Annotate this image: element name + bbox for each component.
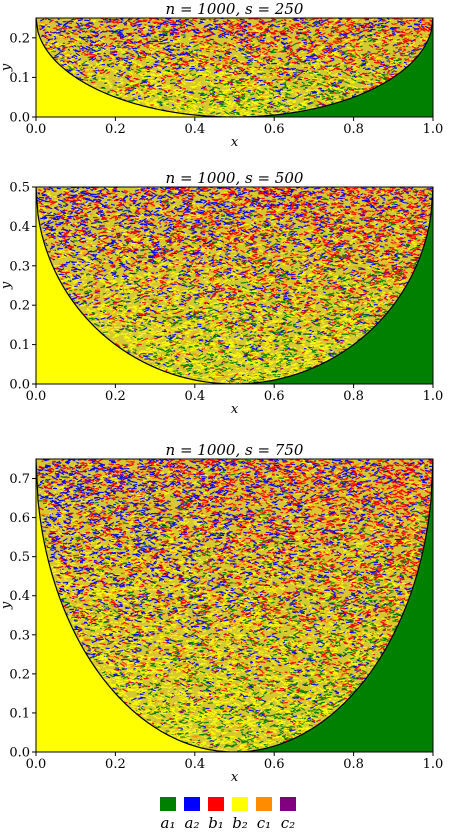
y-tick-label: 0.6	[9, 511, 30, 526]
boundary-curve	[36, 187, 433, 384]
y-tick-label: 0.3	[9, 628, 30, 643]
x-axis-label: x	[231, 770, 239, 785]
x-tick-label: 0.4	[184, 122, 205, 137]
legend-label: a₂	[185, 814, 200, 832]
y-tick-label: 0.0	[9, 746, 30, 761]
x-tick-label: 0.2	[105, 757, 126, 772]
x-tick-label: 0.2	[105, 389, 126, 404]
x-tick-label: 0.8	[343, 757, 364, 772]
x-tick-label: 1.0	[423, 389, 444, 404]
panel-title: n = 1000, s = 500	[166, 169, 304, 187]
mixed-region	[36, 187, 433, 384]
y-tick-label: 0.3	[9, 259, 30, 274]
panel-1: 0.0 0.2 0.4 0.6 0.8 1.0 0.0 0.1 0.2 x y n = 1000, s…	[0, 0, 443, 150]
legend-swatch	[184, 797, 200, 811]
x-tick-label: 0.8	[343, 389, 364, 404]
axes-frame	[35, 458, 434, 753]
legend-label: b₁	[208, 814, 224, 832]
y-tick-label: 0.2	[9, 31, 30, 46]
axes-frame	[35, 186, 434, 385]
legend-label: b₂	[232, 814, 248, 832]
y-tick-label: 0.7	[9, 472, 30, 487]
y-axis-label: y	[0, 63, 14, 72]
x-tick-label: 0.6	[264, 122, 285, 137]
y-tick-label: 0.1	[9, 706, 30, 721]
legend-swatch	[160, 797, 176, 811]
x-tick-label: 0.0	[26, 389, 47, 404]
x-tick-label: 0.4	[184, 389, 205, 404]
legend-swatch	[256, 797, 272, 811]
x-tick-label: 0.0	[26, 757, 47, 772]
y-tick-label: 0.2	[9, 667, 30, 682]
x-tick-label: 0.6	[264, 757, 285, 772]
y-tick-label: 0.4	[9, 589, 30, 604]
panel-title: n = 1000, s = 750	[166, 441, 304, 459]
legend-label: a₁	[161, 814, 176, 832]
legend-swatch	[280, 797, 296, 811]
y-axis-label: y	[0, 601, 14, 610]
x-tick-label: 0.2	[105, 122, 126, 137]
x-tick-label: 0.0	[26, 122, 47, 137]
x-tick-label: 1.0	[423, 122, 444, 137]
x-axis-label: x	[231, 135, 239, 150]
x-tick-label: 1.0	[423, 757, 444, 772]
legend-swatch	[232, 797, 248, 811]
legend: a₁ a₂ b₁ b₂ c₁ c₂	[160, 797, 296, 832]
x-axis-label: x	[231, 402, 239, 417]
panel-2: 0.0 0.2 0.4 0.6 0.8 1.0 0.0 0.1 0.2 0.3 0.4 0.5 x y n …	[0, 169, 443, 417]
x-tick-label: 0.6	[264, 389, 285, 404]
x-tick-label: 0.4	[184, 757, 205, 772]
y-tick-label: 0.5	[9, 550, 30, 565]
legend-swatch	[208, 797, 224, 811]
y-tick-label: 0.0	[9, 378, 30, 393]
panel-title: n = 1000, s = 250	[166, 0, 304, 18]
y-tick-label: 0.5	[9, 181, 30, 196]
axes-frame	[35, 17, 434, 118]
y-axis-label: y	[0, 281, 14, 290]
y-tick-label: 0.0	[9, 111, 30, 126]
y-tick-label: 0.2	[9, 299, 30, 314]
panel-3: 0.0 0.2 0.4 0.6 0.8 1.0 0.0 0.1 0.2 0.3 0.4 0.5 0.6 0…	[0, 441, 443, 785]
boundary-curve	[36, 459, 433, 752]
y-tick-label: 0.1	[9, 71, 30, 86]
x-tick-label: 0.8	[343, 122, 364, 137]
y-tick-label: 0.1	[9, 338, 30, 353]
boundary-curve	[36, 18, 433, 117]
legend-label: c₁	[257, 814, 271, 832]
y-tick-label: 0.4	[9, 220, 30, 235]
legend-label: c₂	[281, 814, 295, 832]
